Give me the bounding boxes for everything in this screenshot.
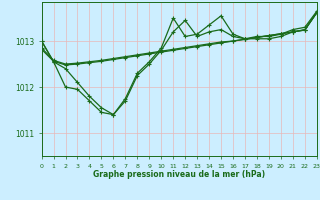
X-axis label: Graphe pression niveau de la mer (hPa): Graphe pression niveau de la mer (hPa) — [93, 170, 265, 179]
